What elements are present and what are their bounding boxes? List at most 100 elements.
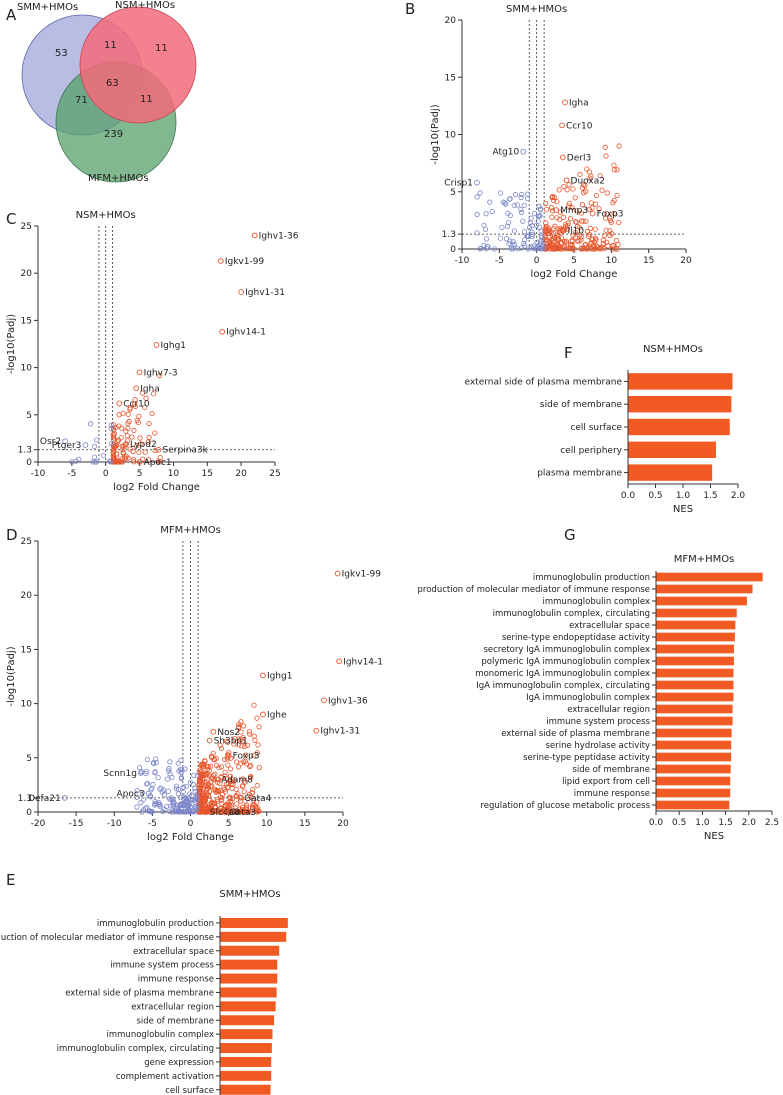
data-point-downregulated [161,806,167,812]
data-point-upregulated [238,719,244,725]
data-point-downregulated [507,238,513,244]
data-point-downregulated [513,192,519,198]
y-tick-label: 25 [21,537,32,547]
labeled-gene-point [589,210,596,217]
data-point-upregulated [231,778,237,784]
data-point-upregulated [558,235,564,241]
category-label: serine-type peptidase activity [523,753,650,763]
data-point-upregulated [150,391,157,397]
bar [656,716,733,726]
labeled-gene-point [145,790,152,797]
data-point-downregulated [145,780,151,787]
category-label: regulation of glucose metabolic process [480,801,650,811]
data-point-downregulated [153,756,159,762]
category-label: extracellular space [569,621,650,631]
data-point-upregulated [570,186,576,192]
x-tick-label: 0.0 [621,491,636,501]
y-axis-label: -log10(Padj) [6,646,17,706]
data-point-non-significant [108,422,114,428]
data-point-non-significant [100,452,106,459]
data-point-upregulated [256,724,262,730]
gene-label: Ighv14-1 [226,328,266,338]
data-point-downregulated [507,212,513,219]
data-point-upregulated [119,459,126,465]
data-point-upregulated [569,204,575,211]
data-point-downregulated [90,459,96,465]
data-point-upregulated [233,792,239,799]
data-point-upregulated [207,809,213,815]
data-point-upregulated [146,420,152,427]
data-point-upregulated [137,435,143,441]
data-point-upregulated [124,438,131,444]
data-point-downregulated [167,759,173,765]
y-axis-label: -log10(Padj) [6,314,17,374]
data-point-upregulated [570,233,576,239]
gene-label: Igha [140,384,160,394]
data-point-upregulated [202,758,208,764]
gene-label: Il10 [568,227,585,237]
y-tick-label: 15 [21,645,32,655]
data-point-upregulated [199,775,206,781]
data-point-upregulated [593,237,599,243]
data-point-upregulated [591,246,597,252]
data-point-upregulated [601,232,608,239]
data-point-upregulated [614,192,620,199]
y-axis-label: -log10(Padj) [430,104,441,164]
data-point-downregulated [165,788,171,794]
y-tick-label: 15 [445,73,456,83]
bar [656,632,735,642]
data-point-upregulated [600,240,606,246]
data-point-upregulated [546,227,552,233]
data-point-upregulated [218,774,224,780]
x-tick-label: 10 [606,256,618,266]
gene-label: Adam8 [221,775,253,785]
data-point-downregulated [506,241,512,247]
category-label: side of membrane [572,765,650,775]
y-tick-label: 1.3 [442,230,456,240]
x-tick-label: -10 [455,256,470,266]
labeled-gene-point [260,672,266,679]
labeled-gene-point [136,459,143,465]
bar [656,596,747,606]
labeled-gene-point [520,148,527,155]
data-point-upregulated [564,187,570,193]
data-point-upregulated [552,246,558,252]
data-point-upregulated [551,226,557,232]
data-point-upregulated [132,403,139,409]
volcano-plot-c: -10 -5 0 5 10 15 20 25 0 1.3 5 10 15 20 25 NSM+HMOs log2… [6,210,299,493]
category-label: immune system process [110,961,214,971]
data-point-upregulated [251,702,257,708]
data-point-non-significant [536,224,543,230]
data-point-downregulated [93,437,100,443]
data-point-non-significant [529,229,535,235]
data-point-non-significant [539,234,545,241]
bar [220,987,277,998]
data-point-downregulated [137,764,143,771]
data-point-upregulated [564,246,570,252]
data-point-upregulated [248,794,254,801]
bar [220,1029,273,1040]
data-point-upregulated [228,778,234,785]
y-tick-label: 5 [450,188,456,198]
x-tick-label: -5 [495,256,504,266]
bar [656,656,734,666]
gene-label: Gata3 [229,808,256,818]
data-point-upregulated [225,809,231,815]
x-tick-label: -5 [67,469,76,479]
labeled-gene-point [334,570,341,577]
data-point-upregulated [130,448,136,454]
data-point-upregulated [231,741,237,747]
data-point-downregulated [134,788,140,794]
category-label: lipid export from cell [562,777,650,787]
data-point-non-significant [533,246,540,252]
x-tick-label: -15 [69,819,84,829]
data-point-downregulated [148,787,154,793]
data-point-upregulated [219,791,226,797]
data-point-downregulated [504,223,511,229]
y-tick-label: 20 [445,16,457,26]
gene-label: Osr2 [40,437,61,447]
bar-chart-f: NSM+HMOs external side of plasma membrane… [464,344,745,515]
data-point-downregulated [474,211,480,217]
data-point-upregulated [248,763,254,769]
data-point-upregulated [614,167,620,173]
